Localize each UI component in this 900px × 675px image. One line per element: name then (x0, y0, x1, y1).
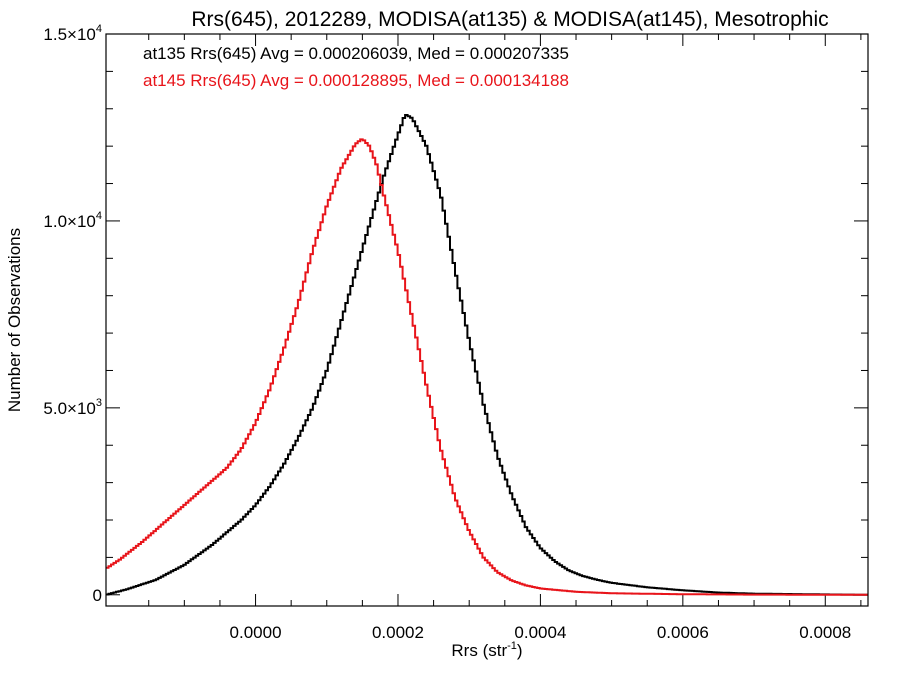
x-tick-label: 0.0006 (657, 623, 709, 642)
x-tick-label: 0.0002 (372, 623, 424, 642)
legend: at135 Rrs(645) Avg = 0.000206039, Med = … (143, 44, 569, 90)
y-tick-label: 5.0×103 (43, 397, 102, 418)
axis-ticks (106, 33, 868, 606)
y-tick-label: 1.5×104 (43, 23, 102, 44)
y-axis-label: Number of Observations (5, 228, 24, 412)
x-tick-label: 0.0008 (799, 623, 851, 642)
x-axis-label-text: Rrs (str (451, 641, 507, 660)
x-tick-label: 0.0000 (230, 623, 282, 642)
legend-entry: at145 Rrs(645) Avg = 0.000128895, Med = … (143, 71, 569, 90)
x-tick-label: 0.0004 (514, 623, 566, 642)
series-layer (106, 114, 868, 596)
series-line-at145 (106, 138, 868, 596)
y-tick-label: 0 (93, 586, 102, 605)
x-axis-label-close: ) (517, 641, 523, 660)
y-tick-label: 1.0×104 (43, 210, 102, 231)
chart-title: Rrs(645), 2012289, MODISA(at135) & MODIS… (191, 8, 828, 31)
legend-entry: at135 Rrs(645) Avg = 0.000206039, Med = … (143, 44, 569, 63)
series-line-at135 (106, 114, 868, 596)
x-axis-label-sup: -1 (507, 640, 517, 652)
plot-frame (105, 33, 869, 607)
tick-labels: 0.0000 0.0002 0.0004 0.0006 0.0008 0 5.0×103 1.… (43, 23, 851, 642)
x-axis-label: Rrs (str-1) (451, 640, 522, 660)
